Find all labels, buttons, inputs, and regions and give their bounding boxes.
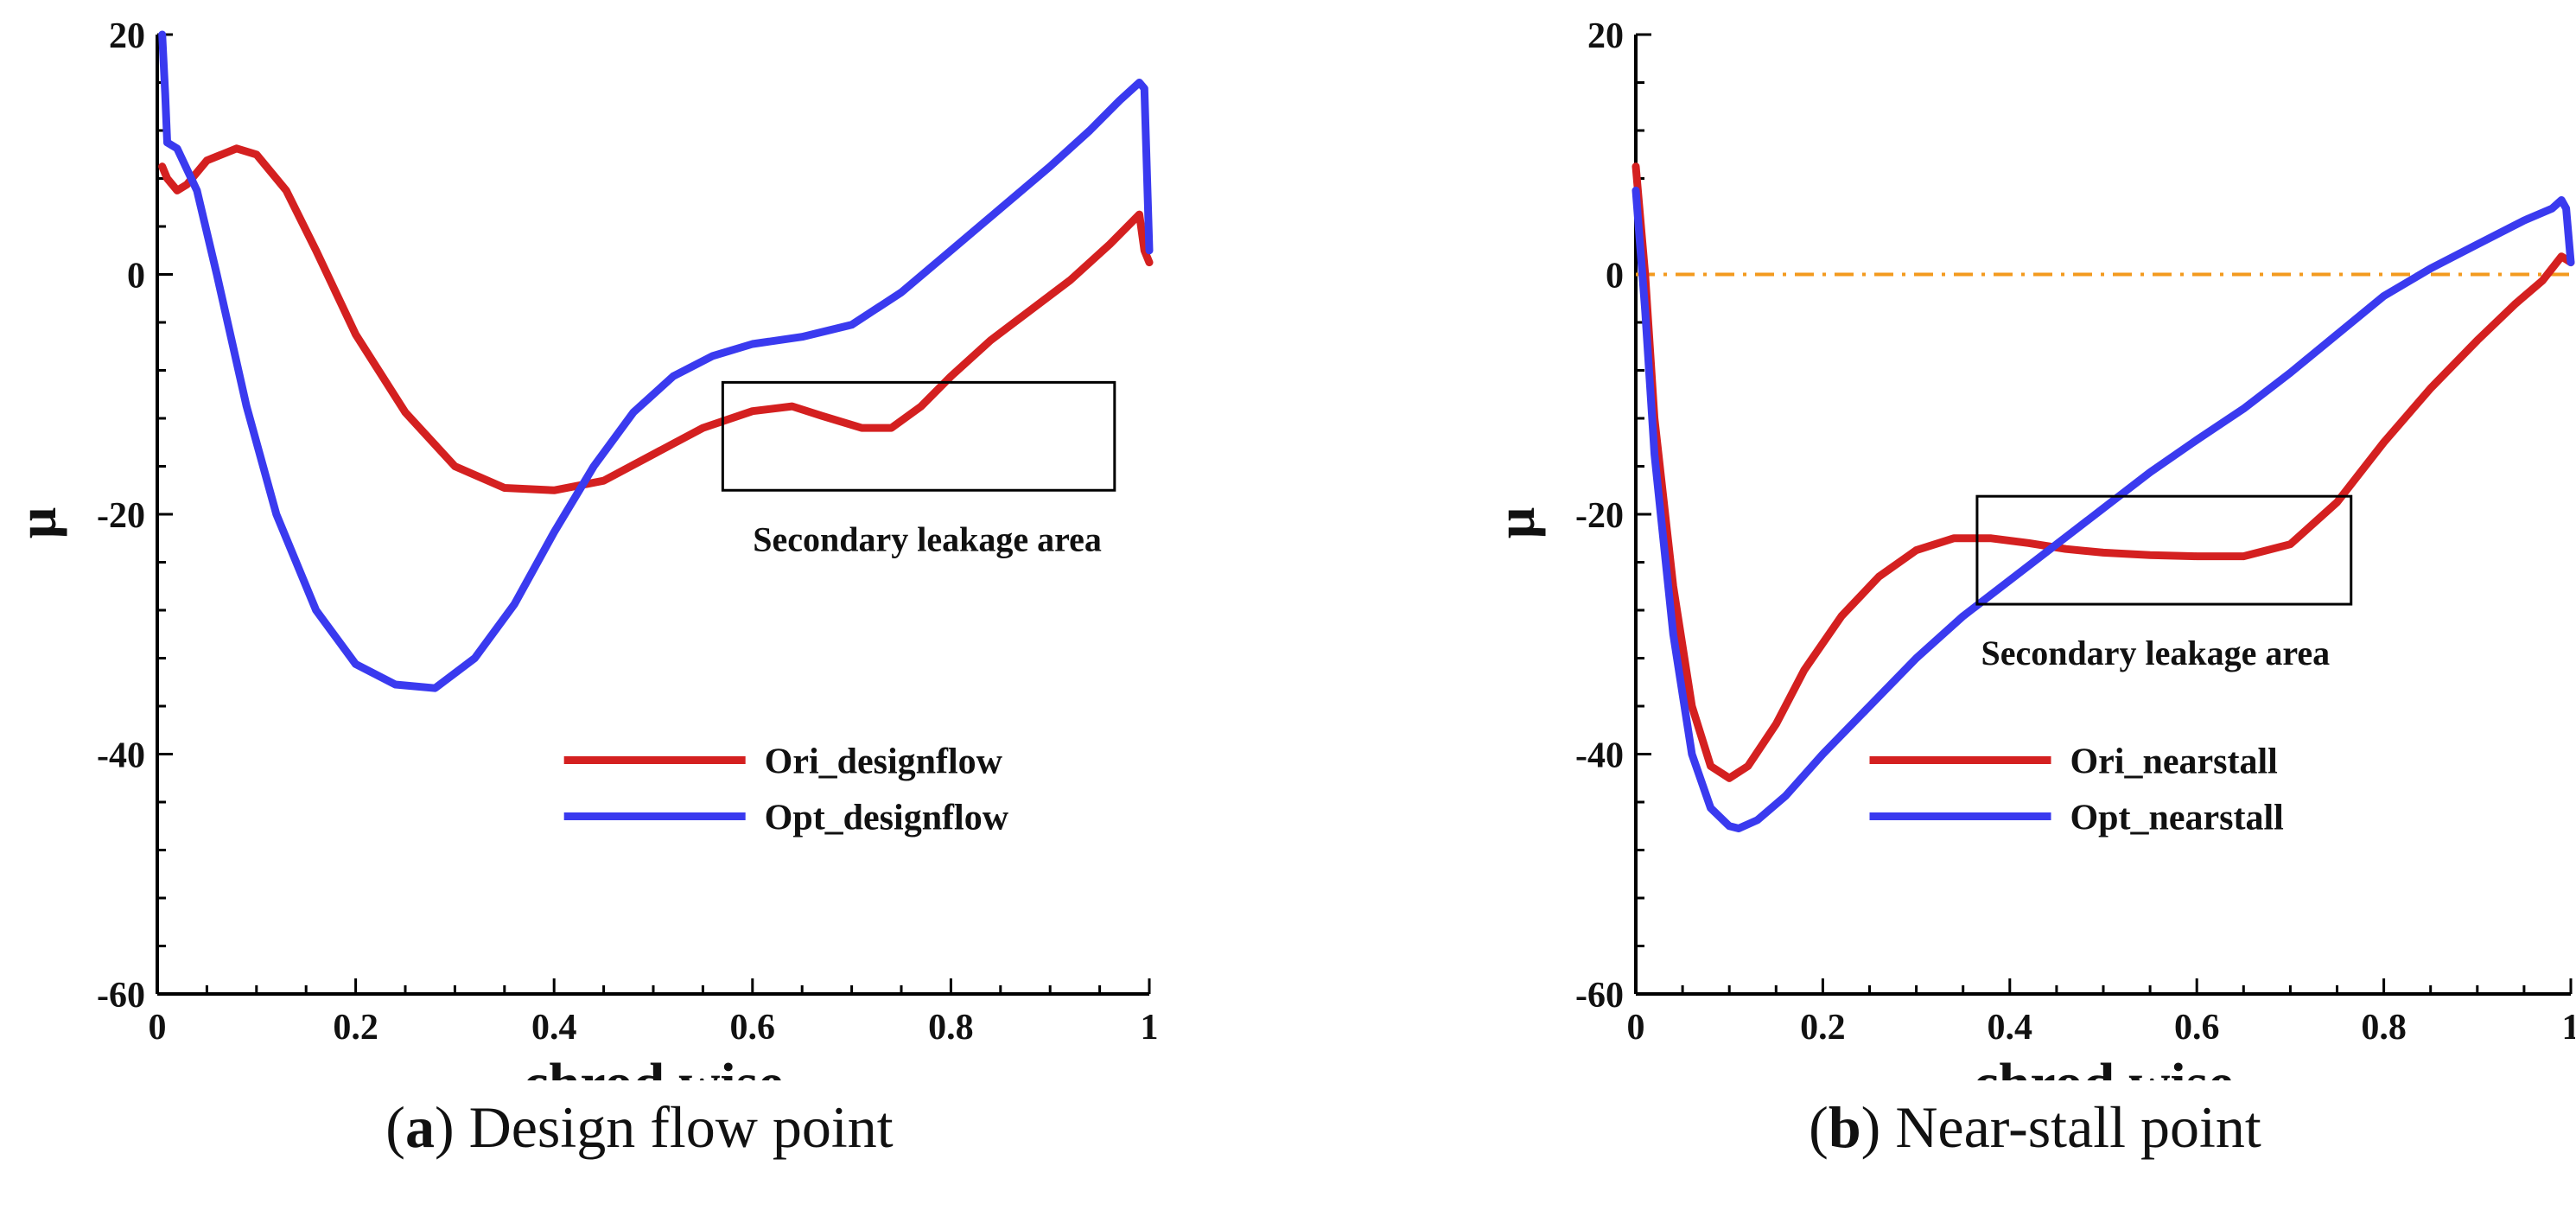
- y-tick-label: 0: [1606, 257, 1624, 296]
- chart-panel-a: chrod wise μ -60 -40 -20 0 20 0 0.2 0.4 0.6 0.8 1 S…: [6, 16, 1159, 1080]
- caption-b-text: Near-stall point: [1895, 1094, 2261, 1160]
- annotation-label: Secondary leakage area: [753, 519, 1102, 558]
- y-tick-label: -60: [1575, 976, 1624, 1016]
- series-line-ori-nearstall: [1631, 162, 2575, 782]
- x-tick-label: 1: [1141, 1008, 1159, 1048]
- x-tick-label: 0.2: [333, 1008, 378, 1048]
- series-line-ori-designflow: [158, 144, 1154, 494]
- caption-b-letter: b: [1828, 1094, 1861, 1160]
- annotation-box: [1975, 494, 2353, 606]
- series-line-opt-nearstall: [1631, 186, 2575, 832]
- x-tick-label: 0.8: [2361, 1008, 2407, 1048]
- y-tick-label: 0: [127, 257, 145, 296]
- y-tick-label: -60: [97, 976, 145, 1016]
- x-tick-label: 0.6: [730, 1008, 776, 1048]
- x-tick-label: 0.4: [1988, 1008, 2033, 1048]
- x-axis-title: chrod wise: [1973, 1052, 2233, 1080]
- y-tick-label: -20: [97, 496, 145, 536]
- y-tick-label: 20: [1587, 16, 1624, 56]
- caption-a-letter: a: [404, 1094, 435, 1160]
- caption-b: (b) Near-stall point: [1809, 1094, 2261, 1160]
- y-axis-title: μ: [1485, 507, 1546, 538]
- annotation-label: Secondary leakage area: [1981, 634, 2331, 672]
- caption-a-text: Design flow point: [468, 1094, 894, 1160]
- legend-label-ori-nearstall: Ori_nearstall: [2070, 742, 2278, 781]
- legend-label-ori-designflow: Ori_designflow: [765, 742, 1003, 781]
- x-axis-title: chrod wise: [523, 1052, 783, 1080]
- chart-panel-b: chrod wise μ -60 -40 -20 0 20 0 0.2 0.4 0.6 0.8 1 S…: [1485, 16, 2576, 1080]
- x-tick-label: 0: [149, 1008, 167, 1048]
- annotation-box: [721, 380, 1116, 492]
- x-tick-label: 1: [2562, 1008, 2576, 1048]
- x-tick-label: 0.2: [1800, 1008, 1846, 1048]
- y-axis-title: μ: [6, 507, 67, 538]
- x-tick-label: 0.4: [531, 1008, 577, 1048]
- y-tick-label: -40: [97, 736, 145, 776]
- legend-label-opt-designflow: Opt_designflow: [765, 798, 1009, 838]
- x-tick-label: 0.8: [928, 1008, 974, 1048]
- series-line-opt-designflow: [158, 30, 1154, 692]
- legend-label-opt-nearstall: Opt_nearstall: [2070, 798, 2284, 838]
- y-tick-label: -40: [1575, 736, 1624, 776]
- caption-a: (a) Design flow point: [385, 1094, 894, 1160]
- y-tick-label: 20: [109, 16, 145, 56]
- y-tick-label: -20: [1575, 496, 1624, 536]
- x-tick-label: 0: [1627, 1008, 1645, 1048]
- x-tick-label: 0.6: [2174, 1008, 2220, 1048]
